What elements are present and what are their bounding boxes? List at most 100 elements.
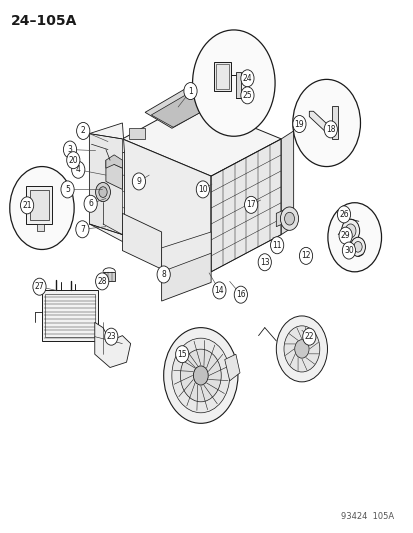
Text: 11: 11 xyxy=(272,241,281,250)
Text: 9: 9 xyxy=(136,177,141,186)
Polygon shape xyxy=(151,92,213,127)
Text: 2: 2 xyxy=(81,126,85,135)
Circle shape xyxy=(299,247,312,264)
Polygon shape xyxy=(26,185,52,224)
Polygon shape xyxy=(331,106,337,139)
Circle shape xyxy=(244,196,257,213)
Text: 1: 1 xyxy=(188,86,192,95)
Polygon shape xyxy=(280,131,293,235)
Circle shape xyxy=(234,286,247,303)
Circle shape xyxy=(292,79,360,166)
Text: 25: 25 xyxy=(242,91,252,100)
Circle shape xyxy=(61,181,74,198)
Text: 93424  105A: 93424 105A xyxy=(340,512,393,521)
Text: 21: 21 xyxy=(22,201,32,210)
Polygon shape xyxy=(106,160,122,189)
Polygon shape xyxy=(214,62,230,91)
Circle shape xyxy=(175,346,188,363)
Text: 17: 17 xyxy=(246,200,255,209)
Text: 27: 27 xyxy=(35,282,44,291)
Circle shape xyxy=(196,181,209,198)
Polygon shape xyxy=(224,354,240,381)
Circle shape xyxy=(95,273,109,290)
Text: 16: 16 xyxy=(235,290,245,299)
Circle shape xyxy=(302,328,315,345)
Circle shape xyxy=(33,278,46,295)
Circle shape xyxy=(10,166,74,249)
Circle shape xyxy=(258,254,271,271)
Text: 24: 24 xyxy=(242,74,252,83)
Polygon shape xyxy=(42,290,97,341)
Text: 10: 10 xyxy=(197,185,207,194)
Circle shape xyxy=(180,349,221,402)
Text: 29: 29 xyxy=(340,231,349,240)
Circle shape xyxy=(171,338,229,413)
Text: 20: 20 xyxy=(68,156,78,165)
Text: 22: 22 xyxy=(304,332,313,341)
Circle shape xyxy=(192,30,274,136)
Polygon shape xyxy=(122,213,161,269)
Polygon shape xyxy=(95,322,131,368)
Circle shape xyxy=(338,227,351,244)
Polygon shape xyxy=(161,232,211,272)
Circle shape xyxy=(280,207,298,230)
Circle shape xyxy=(344,224,355,238)
Text: 30: 30 xyxy=(343,246,353,255)
Polygon shape xyxy=(235,72,241,98)
Circle shape xyxy=(157,266,170,283)
Polygon shape xyxy=(29,190,49,220)
Circle shape xyxy=(325,125,330,132)
Circle shape xyxy=(327,203,381,272)
Text: 4: 4 xyxy=(76,165,81,174)
Text: 5: 5 xyxy=(65,185,70,194)
Circle shape xyxy=(71,161,85,178)
Circle shape xyxy=(283,326,319,372)
Text: 13: 13 xyxy=(259,258,269,266)
Polygon shape xyxy=(211,139,280,272)
Text: 15: 15 xyxy=(177,350,187,359)
Circle shape xyxy=(76,221,89,238)
Text: 24–105A: 24–105A xyxy=(11,14,77,28)
Text: 26: 26 xyxy=(338,210,348,219)
Polygon shape xyxy=(89,134,124,243)
Polygon shape xyxy=(37,224,44,231)
Circle shape xyxy=(275,316,327,382)
Circle shape xyxy=(132,173,145,190)
Text: 14: 14 xyxy=(214,286,224,295)
Polygon shape xyxy=(122,102,280,176)
Circle shape xyxy=(342,242,355,259)
Text: 23: 23 xyxy=(106,332,116,341)
Circle shape xyxy=(294,340,309,358)
Polygon shape xyxy=(128,128,145,139)
Polygon shape xyxy=(161,251,211,301)
Text: 7: 7 xyxy=(80,225,85,234)
Circle shape xyxy=(95,182,110,201)
Text: 18: 18 xyxy=(325,125,335,134)
Circle shape xyxy=(183,83,197,100)
Circle shape xyxy=(240,70,254,87)
Polygon shape xyxy=(89,123,124,163)
Text: 28: 28 xyxy=(97,277,107,286)
Circle shape xyxy=(292,116,305,133)
Polygon shape xyxy=(103,272,115,281)
Circle shape xyxy=(66,152,80,168)
Polygon shape xyxy=(275,208,288,227)
Polygon shape xyxy=(309,111,331,134)
Circle shape xyxy=(193,366,208,385)
Text: 12: 12 xyxy=(301,252,310,260)
Circle shape xyxy=(323,121,337,138)
Circle shape xyxy=(84,195,97,212)
Circle shape xyxy=(240,87,254,104)
Text: 8: 8 xyxy=(161,270,166,279)
Text: 6: 6 xyxy=(88,199,93,208)
Circle shape xyxy=(104,328,118,345)
Circle shape xyxy=(353,241,361,252)
Text: 3: 3 xyxy=(67,145,72,154)
Polygon shape xyxy=(89,134,122,235)
Polygon shape xyxy=(122,139,211,272)
Text: 19: 19 xyxy=(294,119,304,128)
Circle shape xyxy=(212,282,225,299)
Circle shape xyxy=(284,212,294,225)
Circle shape xyxy=(270,237,283,254)
Circle shape xyxy=(76,123,90,140)
